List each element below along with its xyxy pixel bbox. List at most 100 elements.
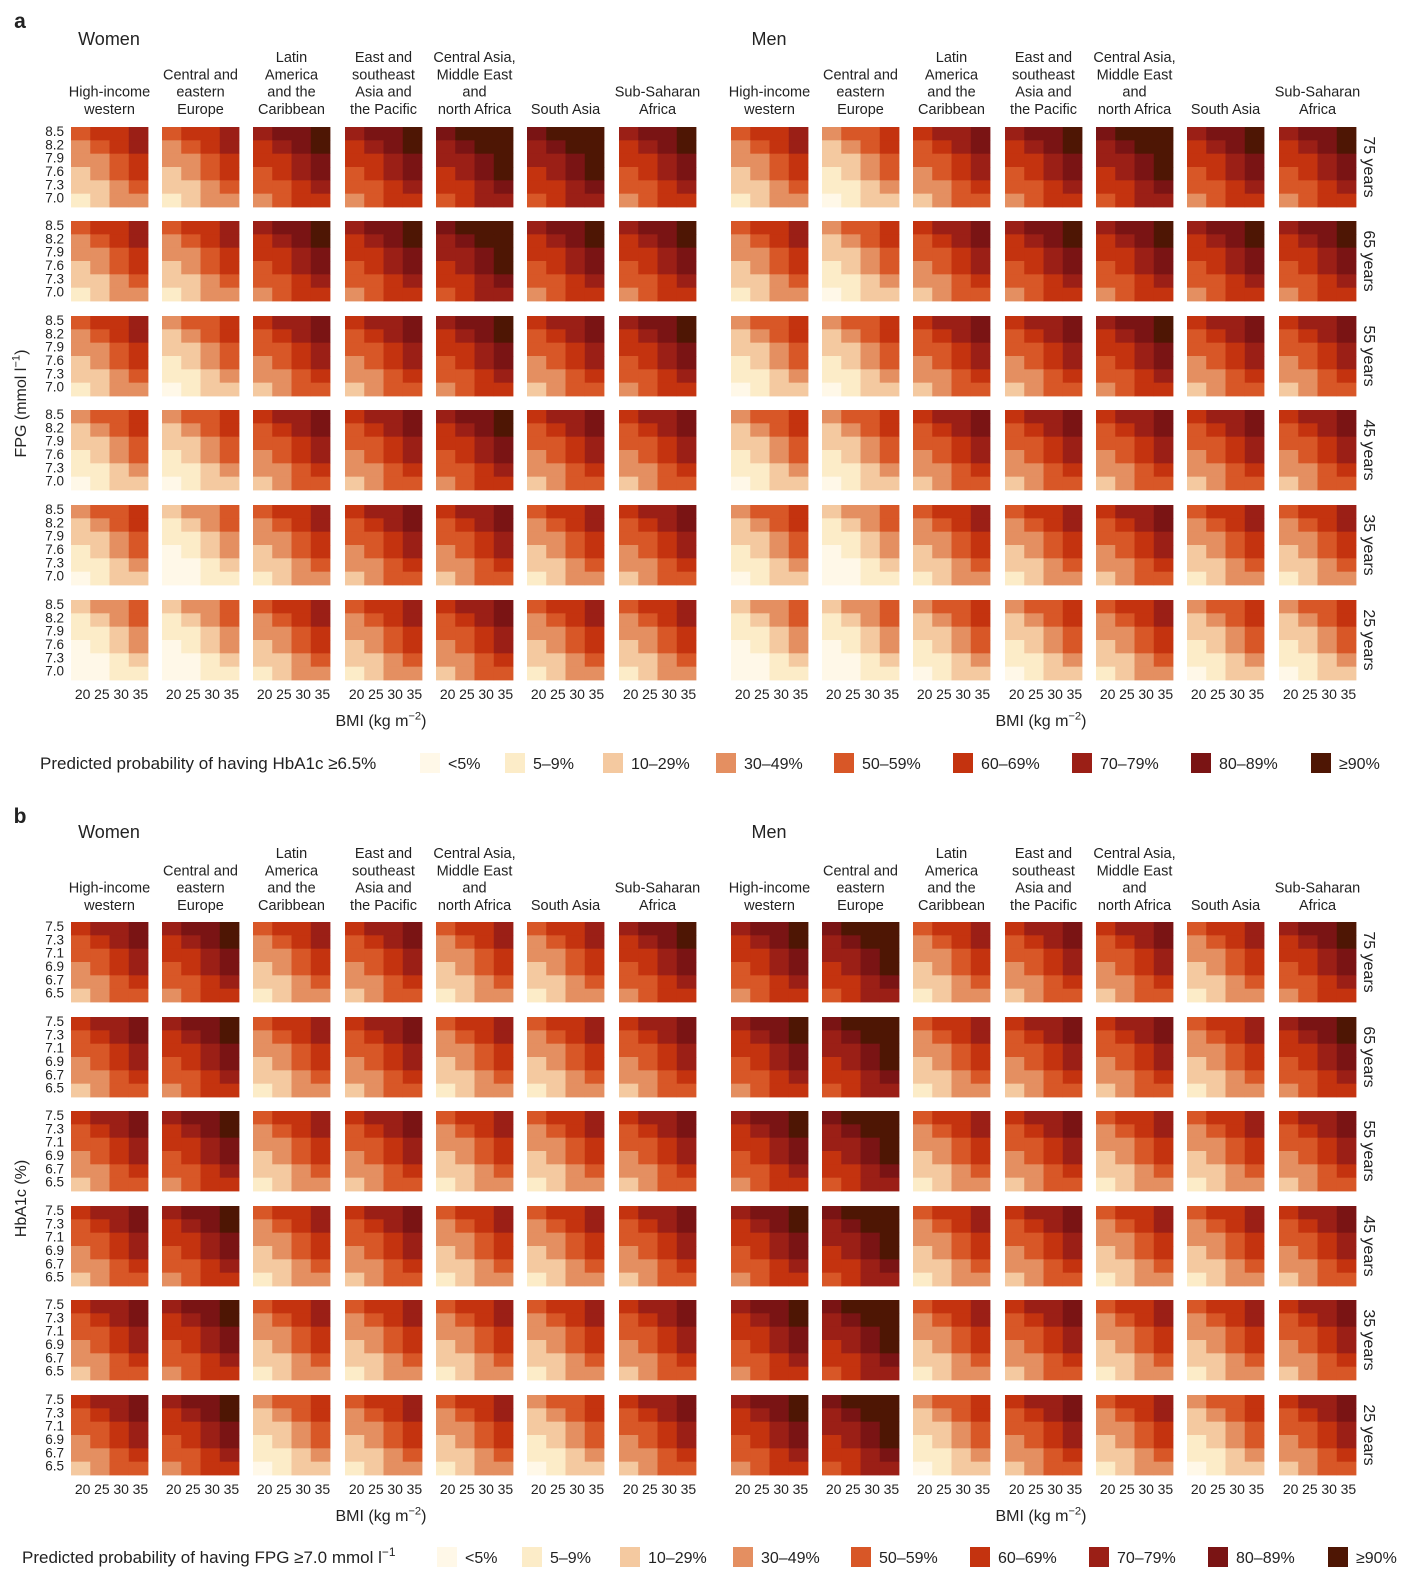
heatmap-cell bbox=[1005, 922, 1025, 936]
heatmap-cell bbox=[90, 1366, 110, 1381]
heatmap-cell bbox=[527, 505, 547, 519]
heatmap-cell bbox=[383, 1030, 404, 1045]
heatmap-cell bbox=[951, 1206, 972, 1220]
heatmap-cell bbox=[584, 1164, 605, 1179]
heatmap-cell bbox=[584, 436, 605, 451]
heatmap-cell bbox=[291, 640, 312, 654]
heatmap-cell bbox=[750, 329, 770, 344]
heatmap-cell bbox=[546, 436, 566, 451]
heatmap-cell bbox=[71, 167, 91, 181]
heatmap-cell bbox=[932, 423, 952, 438]
heatmap-cell bbox=[1062, 558, 1083, 573]
heatmap-cell bbox=[1279, 1300, 1299, 1314]
heatmap-cell bbox=[546, 1219, 566, 1234]
heatmap-cell bbox=[128, 287, 149, 302]
heatmap-cell bbox=[162, 316, 182, 330]
heatmap-cell bbox=[1206, 1395, 1226, 1409]
heatmap-cell bbox=[109, 476, 130, 491]
heatmap-cell bbox=[1298, 1177, 1318, 1192]
heatmap-cell bbox=[291, 1272, 312, 1287]
heatmap-cell bbox=[657, 1259, 678, 1274]
heatmap-cell bbox=[253, 558, 273, 573]
heatmap-cell bbox=[436, 626, 456, 641]
heatmap-cell bbox=[383, 1259, 404, 1274]
heatmap-cell bbox=[219, 140, 240, 155]
heatmap-cell bbox=[1062, 180, 1083, 195]
y-tick-label: 7.6 bbox=[45, 353, 64, 368]
bmi-tick-label: 35 bbox=[589, 1481, 605, 1497]
heatmap-cell bbox=[200, 505, 221, 519]
heatmap-cell bbox=[455, 234, 475, 249]
y-tick-label: 7.3 bbox=[45, 650, 64, 665]
heatmap-cell bbox=[272, 666, 292, 681]
heatmap-cell bbox=[219, 1151, 240, 1165]
heatmap-cell bbox=[1134, 193, 1155, 208]
heatmap-cell bbox=[1024, 221, 1044, 235]
heatmap-cell bbox=[546, 1164, 566, 1179]
heatmap-cell bbox=[970, 948, 991, 963]
heatmap-cell bbox=[932, 531, 952, 546]
heatmap-cell bbox=[71, 626, 91, 641]
heatmap-cell bbox=[1062, 1353, 1083, 1368]
heatmap-cell bbox=[1298, 962, 1318, 976]
heatmap-cell bbox=[383, 1366, 404, 1381]
heatmap-cell bbox=[1298, 369, 1318, 384]
heatmap-cell bbox=[493, 1083, 514, 1098]
heatmap-cell bbox=[109, 1353, 130, 1368]
heatmap-cell bbox=[1096, 1030, 1116, 1045]
heatmap-cell bbox=[1005, 1353, 1025, 1368]
heatmap-cell bbox=[951, 382, 972, 397]
heatmap-cell bbox=[676, 1313, 697, 1328]
heatmap-cell bbox=[860, 1232, 881, 1247]
heatmap-cell bbox=[1153, 558, 1174, 573]
heatmap-cell bbox=[1336, 1300, 1357, 1314]
heatmap-cell bbox=[436, 1206, 456, 1220]
heatmap-cell bbox=[1115, 1232, 1135, 1247]
heatmap-cell bbox=[1115, 329, 1135, 344]
heatmap-cell bbox=[527, 356, 547, 370]
heatmap-cell bbox=[402, 1448, 423, 1463]
heatmap-cell bbox=[841, 356, 861, 370]
heatmap-cell bbox=[200, 1017, 221, 1031]
heatmap-cell bbox=[1225, 1395, 1246, 1409]
heatmap-cell bbox=[1298, 640, 1318, 654]
heatmap-cell bbox=[1153, 463, 1174, 478]
heatmap-cell bbox=[109, 1326, 130, 1341]
heatmap-cell bbox=[932, 1151, 952, 1165]
heatmap-cell bbox=[71, 1259, 91, 1274]
heatmap-cell bbox=[345, 274, 365, 289]
heatmap-cell bbox=[345, 1435, 365, 1449]
heatmap-cell bbox=[1153, 600, 1174, 614]
heatmap-cell bbox=[951, 600, 972, 614]
heatmap-cell bbox=[181, 1017, 201, 1031]
heatmap-cell bbox=[619, 1206, 639, 1220]
heatmap-cell bbox=[291, 988, 312, 1003]
heatmap-cell bbox=[970, 558, 991, 573]
heatmap-cell bbox=[181, 666, 201, 681]
heatmap-cell bbox=[860, 518, 881, 533]
heatmap-cell bbox=[1062, 1461, 1083, 1476]
heatmap-cell bbox=[822, 1232, 842, 1247]
heatmap-cell bbox=[1024, 1435, 1044, 1449]
heatmap-cell bbox=[1134, 1177, 1155, 1192]
heatmap-cell bbox=[769, 1137, 790, 1152]
heatmap-cell bbox=[1062, 571, 1083, 586]
heatmap-cell bbox=[638, 558, 658, 573]
heatmap-cell bbox=[1187, 127, 1207, 141]
heatmap-cell bbox=[1005, 153, 1025, 168]
heatmap-cell bbox=[527, 382, 547, 397]
heatmap-cell bbox=[1187, 626, 1207, 641]
heatmap-cell bbox=[493, 1259, 514, 1274]
region-header-line: Latin bbox=[276, 50, 307, 66]
bmi-tick-label: 25 bbox=[936, 1481, 952, 1497]
heatmap-cell bbox=[1005, 1435, 1025, 1449]
heatmap-cell bbox=[1244, 1057, 1265, 1071]
heatmap-cell bbox=[546, 626, 566, 641]
heatmap-cell bbox=[769, 247, 790, 262]
heatmap-cell bbox=[788, 261, 809, 275]
heatmap-cell bbox=[860, 221, 881, 235]
heatmap-cell bbox=[109, 988, 130, 1003]
heatmap-cell bbox=[970, 1043, 991, 1058]
heatmap-cell bbox=[383, 436, 404, 451]
heatmap-cell bbox=[436, 193, 456, 208]
